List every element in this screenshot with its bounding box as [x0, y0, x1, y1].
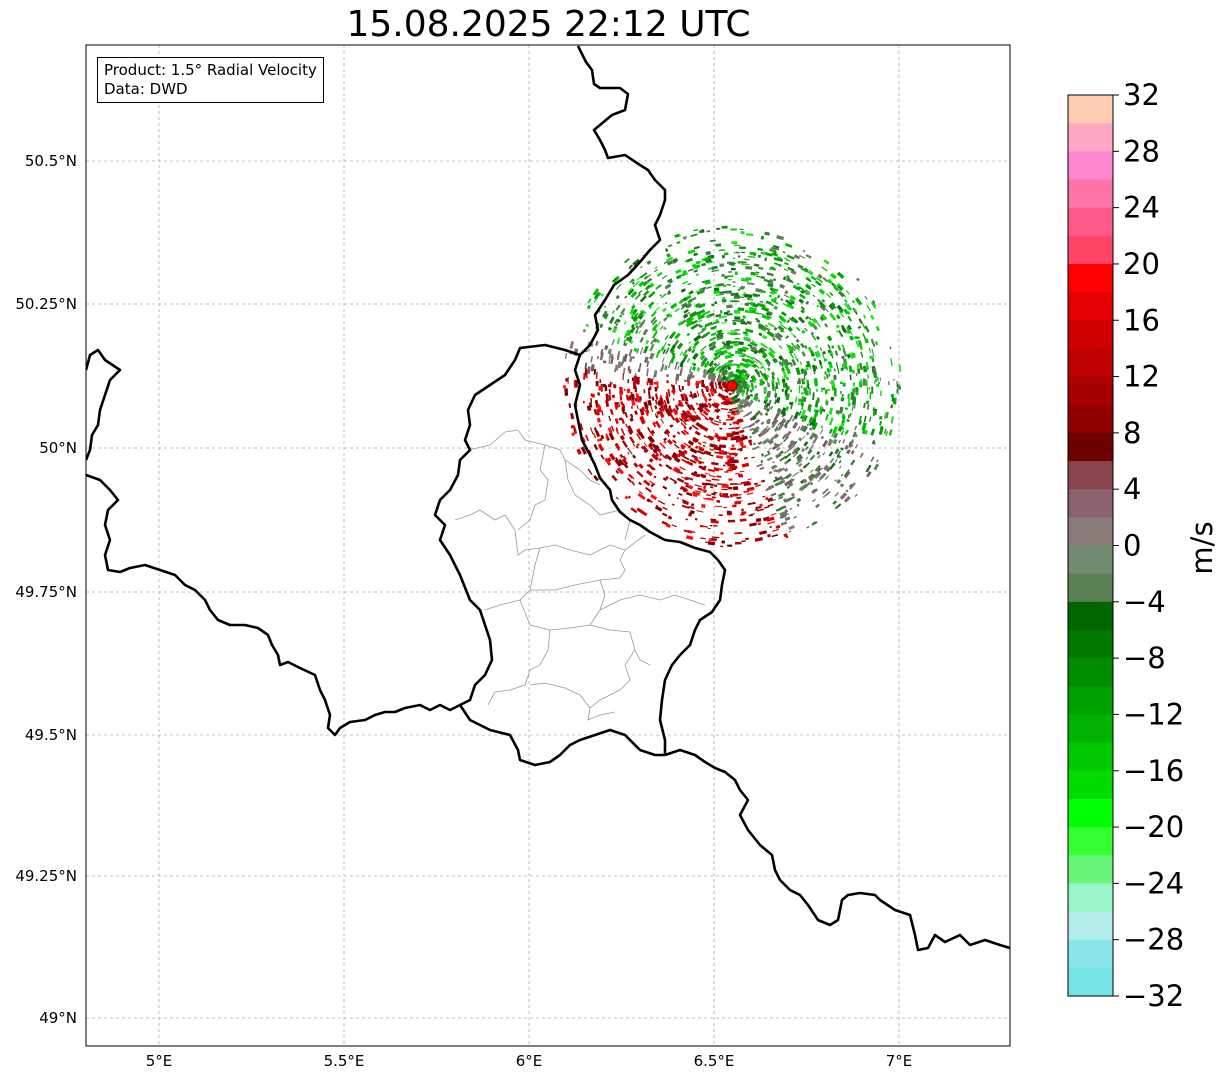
- colorbar-segment: [1068, 235, 1113, 265]
- colorbar-ticks: 32 28 24 20 16 12 8 4 0 −4 −8 −12 −16 −20 −24 −28 −32: [1113, 78, 1184, 1013]
- lon-label: 5.5°E: [324, 1052, 365, 1070]
- colorbar-tick-label: −16: [1123, 754, 1184, 788]
- colorbar-segment: [1068, 207, 1113, 237]
- colorbar-segment: [1068, 348, 1113, 378]
- lat-label: 50.25°N: [15, 295, 77, 313]
- colorbar-segment: [1068, 855, 1113, 884]
- map-area[interactable]: [86, 45, 1010, 1046]
- colorbar-tick-label: −28: [1123, 923, 1184, 957]
- colorbar-tick-label: 28: [1123, 134, 1160, 168]
- data-source-label: Data: DWD: [104, 80, 188, 98]
- colorbar-segment: [1068, 714, 1113, 744]
- colorbar-segment: [1068, 967, 1113, 997]
- colorbar-segment: [1068, 798, 1113, 828]
- colorbar-tick-label: −4: [1123, 585, 1166, 619]
- lon-label: 5°E: [146, 1052, 173, 1070]
- product-label: Product: 1.5° Radial Velocity: [104, 61, 317, 79]
- colorbar-segment: [1068, 489, 1113, 518]
- colorbar-tick-label: 12: [1123, 360, 1160, 394]
- colorbar-segment: [1068, 517, 1113, 547]
- colorbar-tick-label: −24: [1123, 866, 1184, 900]
- lat-label: 49.75°N: [15, 583, 77, 601]
- map-title: 15.08.2025 22:12 UTC: [346, 4, 751, 45]
- gridlines: [86, 45, 1010, 1046]
- colorbar-tick-label: 20: [1123, 247, 1160, 281]
- radar-velocity-echoes: [563, 225, 902, 548]
- colorbar-segment: [1068, 95, 1113, 124]
- lon-label: 6.5°E: [694, 1052, 735, 1070]
- colorbar: [1068, 95, 1113, 997]
- colorbar-segment: [1068, 911, 1113, 941]
- colorbar-segment: [1068, 123, 1113, 152]
- colorbar-tick-label: 16: [1123, 303, 1160, 337]
- lon-label: 7°E: [886, 1052, 913, 1070]
- colorbar-segment: [1068, 601, 1113, 631]
- colorbar-segment: [1068, 686, 1113, 716]
- colorbar-tick-label: 32: [1123, 78, 1160, 112]
- district-boundaries: [454, 429, 706, 721]
- longitude-labels: 5°E 5.5°E 6°E 6.5°E 7°E: [146, 1052, 913, 1070]
- map-frame: [85, 44, 1011, 1047]
- colorbar-tick-label: 8: [1123, 416, 1141, 450]
- colorbar-tick-label: −20: [1123, 810, 1184, 844]
- colorbar-segment: [1068, 179, 1113, 209]
- colorbar-tick-label: −32: [1123, 979, 1184, 1013]
- colorbar-segment: [1068, 404, 1113, 434]
- lon-label: 6°E: [516, 1052, 543, 1070]
- lat-label: 49.5°N: [25, 726, 77, 744]
- colorbar-segment: [1068, 827, 1113, 856]
- radar-site-marker[interactable]: [726, 380, 738, 392]
- colorbar-tick-label: 24: [1123, 191, 1160, 225]
- colorbar-tick-label: 0: [1123, 529, 1141, 563]
- colorbar-segment: [1068, 151, 1113, 181]
- colorbar-segment: [1068, 545, 1113, 575]
- colorbar-segment: [1068, 263, 1113, 293]
- country-borders: [86, 45, 1010, 952]
- lat-label: 49.25°N: [15, 867, 77, 885]
- colorbar-segment: [1068, 770, 1113, 800]
- colorbar-segment: [1068, 883, 1113, 913]
- colorbar-segment: [1068, 292, 1113, 321]
- colorbar-segment: [1068, 742, 1113, 772]
- colorbar-segment: [1068, 320, 1113, 350]
- colorbar-segment: [1068, 939, 1113, 969]
- lat-label: 50.5°N: [25, 152, 77, 170]
- colorbar-segment: [1068, 658, 1113, 687]
- colorbar-segment: [1068, 432, 1113, 462]
- colorbar-segment: [1068, 461, 1113, 490]
- lat-label: 50°N: [39, 439, 77, 457]
- colorbar-tick-label: −12: [1123, 697, 1184, 731]
- lat-label: 49°N: [39, 1009, 77, 1027]
- colorbar-tick-label: −8: [1123, 641, 1166, 675]
- colorbar-segment: [1068, 629, 1113, 659]
- product-info-box: Product: 1.5° Radial Velocity Data: DWD: [97, 57, 324, 103]
- colorbar-tick-label: 4: [1123, 472, 1141, 506]
- latitude-labels: 50.5°N 50.25°N 50°N 49.75°N 49.5°N 49.25…: [15, 152, 77, 1027]
- colorbar-unit-label: m/s: [1185, 521, 1219, 574]
- colorbar-segment: [1068, 573, 1113, 603]
- colorbar-segment: [1068, 376, 1113, 406]
